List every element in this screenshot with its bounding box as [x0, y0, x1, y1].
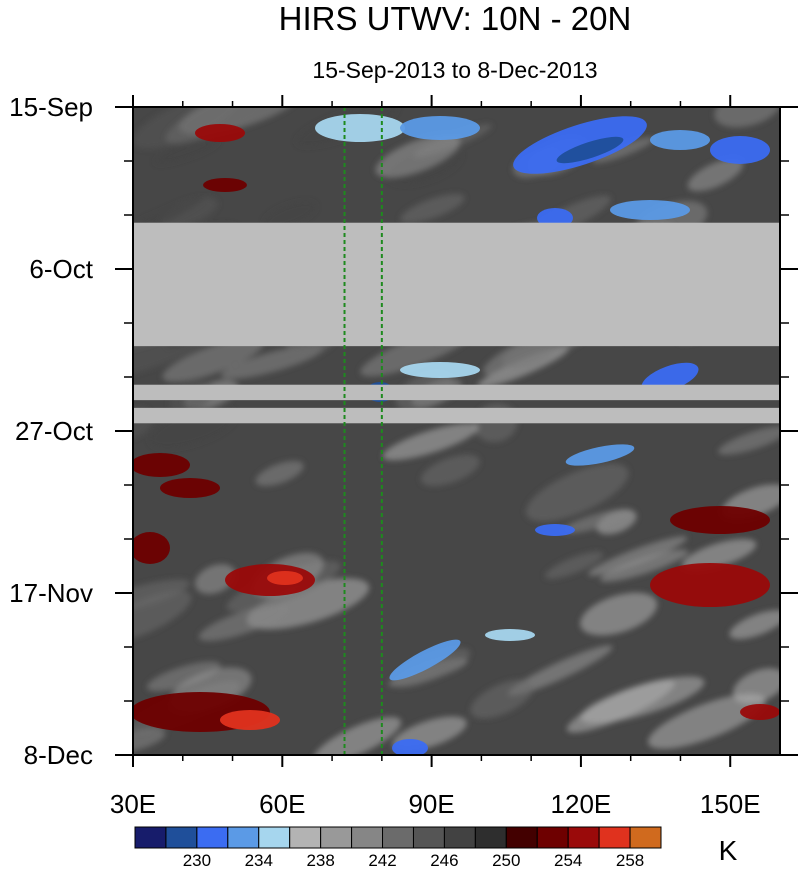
chart-title: HIRS UTWV: 10N - 20N — [279, 0, 632, 37]
missing-band-0 — [133, 222, 780, 347]
plot-area — [133, 107, 780, 755]
colorbar-label-6: 254 — [554, 851, 582, 869]
colorbar: 230 234 238 242 246 250 254 258 — [134, 826, 662, 869]
x-tick-label-4: 150E — [700, 789, 761, 819]
x-tick-label-0: 30E — [110, 789, 156, 819]
y-tick-label-4: 8-Dec — [24, 740, 93, 770]
colorbar-box-6 — [320, 826, 353, 849]
colorbar-box-15 — [598, 826, 631, 849]
colorbar-box-12 — [505, 826, 538, 849]
colorbar-label-2: 238 — [306, 851, 334, 869]
colorbar-box-2 — [196, 826, 229, 849]
colorbar-label-1: 234 — [245, 851, 273, 869]
colorbar-label-0: 230 — [183, 851, 211, 869]
colorbar-box-11 — [474, 826, 507, 849]
axis-ticks — [115, 95, 798, 767]
missing-data-bands — [133, 222, 780, 424]
colorbar-label-4: 246 — [430, 851, 458, 869]
chart-subtitle: 15-Sep-2013 to 8-Dec-2013 — [312, 57, 597, 83]
colorbar-box-10 — [443, 826, 476, 849]
colorbar-box-8 — [382, 826, 414, 849]
colorbar-box-0 — [134, 826, 167, 849]
colorbar-box-3 — [227, 826, 260, 849]
colorbar-box-16 — [629, 826, 662, 849]
y-tick-label-2: 27-Oct — [15, 416, 94, 446]
x-tick-label-2: 90E — [408, 789, 454, 819]
y-tick-labels: 15-Sep 6-Oct 27-Oct 17-Nov 8-Dec — [9, 92, 94, 770]
colorbar-box-14 — [567, 826, 600, 849]
colorbar-unit: K — [719, 835, 738, 866]
colorbar-box-7 — [351, 826, 384, 849]
colorbar-box-13 — [536, 826, 569, 849]
colorbar-box-4 — [258, 826, 291, 849]
x-tick-label-3: 120E — [551, 789, 612, 819]
colorbar-box-5 — [289, 826, 322, 849]
y-tick-label-1: 6-Oct — [29, 254, 93, 284]
x-tick-label-1: 60E — [259, 789, 305, 819]
reference-lines — [343, 107, 383, 755]
y-tick-label-3: 17-Nov — [9, 578, 93, 608]
colorbar-label-5: 250 — [492, 851, 520, 869]
missing-band-2 — [133, 407, 780, 424]
colorbar-label-7: 258 — [616, 851, 644, 869]
missing-band-1 — [133, 384, 780, 401]
colorbar-box-1 — [165, 826, 198, 849]
y-tick-label-0: 15-Sep — [9, 92, 93, 122]
colorbar-box-9 — [412, 826, 445, 849]
x-tick-labels: 30E 60E 90E 120E 150E — [110, 789, 761, 819]
colorbar-label-3: 242 — [368, 851, 396, 869]
